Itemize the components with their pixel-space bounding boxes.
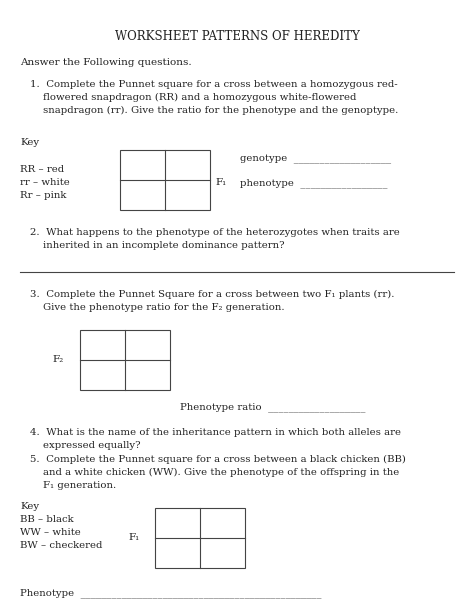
Text: Key: Key — [20, 138, 39, 147]
Text: BW – checkered: BW – checkered — [20, 541, 102, 550]
Text: WW – white: WW – white — [20, 528, 81, 537]
Text: rr – white: rr – white — [20, 178, 70, 187]
Bar — [80, 330, 170, 390]
Text: Phenotype  _______________________________________________: Phenotype ______________________________… — [20, 588, 321, 598]
Text: F₁: F₁ — [128, 533, 139, 542]
Text: and a white chicken (WW). Give the phenotype of the offspring in the: and a white chicken (WW). Give the pheno… — [30, 468, 399, 477]
Text: 1.  Complete the Punnet square for a cross between a homozygous red-: 1. Complete the Punnet square for a cros… — [30, 80, 398, 89]
Text: 2.  What happens to the phenotype of the heterozygotes when traits are: 2. What happens to the phenotype of the … — [30, 228, 400, 237]
Text: Give the phenotype ratio for the F₂ generation.: Give the phenotype ratio for the F₂ gene… — [30, 303, 284, 312]
Text: flowered snapdragon (RR) and a homozygous white-flowered: flowered snapdragon (RR) and a homozygou… — [30, 93, 356, 102]
Text: BB – black: BB – black — [20, 515, 73, 524]
Text: Phenotype ratio  ___________________: Phenotype ratio ___________________ — [180, 402, 365, 412]
Text: snapdragon (rr). Give the ratio for the phenotype and the genoptype.: snapdragon (rr). Give the ratio for the … — [30, 106, 398, 115]
Text: F₂: F₂ — [52, 355, 63, 364]
Text: 5.  Complete the Punnet square for a cross between a black chicken (BB): 5. Complete the Punnet square for a cros… — [30, 455, 406, 464]
Text: RR – red: RR – red — [20, 165, 64, 174]
Text: Key: Key — [20, 502, 39, 511]
Bar — [155, 508, 245, 568]
Text: expressed equally?: expressed equally? — [30, 441, 140, 450]
Text: Answer the Following questions.: Answer the Following questions. — [20, 58, 191, 67]
Text: 4.  What is the name of the inheritance pattern in which both alleles are: 4. What is the name of the inheritance p… — [30, 428, 401, 437]
Text: WORKSHEET PATTERNS OF HEREDITY: WORKSHEET PATTERNS OF HEREDITY — [115, 30, 359, 43]
Text: genotype  ___________________: genotype ___________________ — [240, 155, 391, 164]
Text: F₁: F₁ — [215, 178, 226, 187]
Text: phenotype  _________________: phenotype _________________ — [240, 178, 388, 188]
Text: Rr – pink: Rr – pink — [20, 191, 66, 200]
Text: inherited in an incomplete dominance pattern?: inherited in an incomplete dominance pat… — [30, 241, 284, 250]
Text: F₁ generation.: F₁ generation. — [30, 481, 116, 490]
Text: 3.  Complete the Punnet Square for a cross between two F₁ plants (rr).: 3. Complete the Punnet Square for a cros… — [30, 290, 394, 299]
Bar — [120, 150, 210, 210]
